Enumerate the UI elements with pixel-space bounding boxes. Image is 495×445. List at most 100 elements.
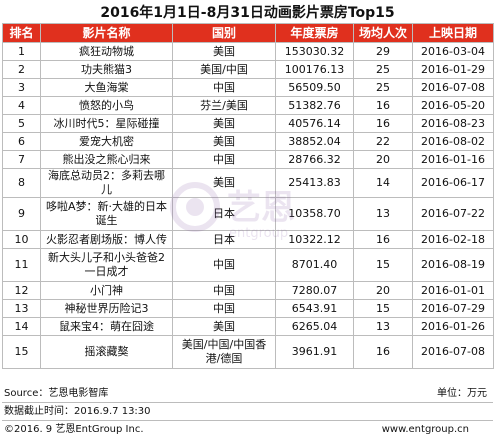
cell-title: 疯狂动物城 [40,42,173,61]
cell-country: 美国 [172,42,276,61]
cell-country: 芬兰/美国 [172,96,276,115]
cell-country: 美国 [172,114,276,133]
cell-release-date: 2016-07-08 [412,335,494,369]
cell-title: 熊出没之熊心归来 [40,150,173,169]
table-row: 1 疯狂动物城 美国 153030.32 29 2016-03-04 [2,42,494,61]
unit-note: 单位：万元 [437,388,487,399]
cell-country: 美国 [172,168,276,198]
column-header-rank: 排名 [2,23,41,43]
cell-country: 日本 [172,197,276,231]
cell-rank: 15 [2,335,41,369]
cell-rank: 9 [2,197,41,231]
table-header-row: 排名 影片名称 国别 年度票房 场均人次 上映日期 [2,23,494,43]
cell-avg-attendance: 29 [353,42,413,61]
table-row: 12 小门神 中国 7280.07 20 2016-01-01 [2,281,494,300]
cell-title: 大鱼海棠 [40,78,173,97]
footer-divider [2,420,493,421]
cell-rank: 7 [2,150,41,169]
cell-avg-attendance: 16 [353,230,413,249]
data-cutoff-note: 数据截止时间：2016.9.7 13:30 [4,406,151,417]
cell-box-office: 3961.91 [275,335,354,369]
cell-release-date: 2016-06-17 [412,168,494,198]
cell-box-office: 51382.76 [275,96,354,115]
table-row: 4 愤怒的小鸟 芬兰/美国 51382.76 16 2016-05-20 [2,96,494,115]
cell-title: 爱宠大机密 [40,132,173,151]
cell-country: 中国 [172,150,276,169]
cell-box-office: 40576.14 [275,114,354,133]
cell-avg-attendance: 15 [353,248,413,282]
footer-divider [2,402,493,403]
cell-title: 冰川时代5：星际碰撞 [40,114,173,133]
cell-box-office: 10322.12 [275,230,354,249]
table-row: 7 熊出没之熊心归来 中国 28766.32 20 2016-01-16 [2,150,494,169]
source-note: Source：艺恩电影智库 [4,388,109,399]
cell-avg-attendance: 22 [353,132,413,151]
cell-title: 神秘世界历险记3 [40,299,173,318]
cell-country: 中国 [172,281,276,300]
table-row: 11 新大头儿子和小头爸爸2一日成才 中国 8701.40 15 2016-08-19 [2,248,494,282]
cell-rank: 10 [2,230,41,249]
cell-rank: 13 [2,299,41,318]
cell-avg-attendance: 16 [353,335,413,369]
cell-release-date: 2016-01-01 [412,281,494,300]
column-header-avg-attendance: 场均人次 [353,23,413,43]
table-row: 6 爱宠大机密 美国 38852.04 22 2016-08-02 [2,132,494,151]
table-title: 2016年1月1日-8月31日动画影片票房Top15 [100,5,395,21]
cell-title: 新大头儿子和小头爸爸2一日成才 [40,248,173,282]
cell-avg-attendance: 16 [353,96,413,115]
cell-box-office: 25413.83 [275,168,354,198]
cell-avg-attendance: 14 [353,168,413,198]
cell-box-office: 7280.07 [275,281,354,300]
table-row: 8 海底总动员2：多莉去哪儿 美国 25413.83 14 2016-06-17 [2,168,494,198]
table-row: 15 摇滚藏獒 美国/中国/中国香港/德国 3961.91 16 2016-07-08 [2,335,494,369]
cell-box-office: 38852.04 [275,132,354,151]
cell-avg-attendance: 25 [353,60,413,79]
cell-box-office: 6543.91 [275,299,354,318]
cell-rank: 3 [2,78,41,97]
cell-title: 摇滚藏獒 [40,335,173,369]
cell-country: 美国 [172,317,276,336]
column-header-title: 影片名称 [40,23,173,43]
cell-box-office: 56509.50 [275,78,354,97]
cell-title: 哆啦A梦：新·大雄的日本诞生 [40,197,173,231]
cell-release-date: 2016-07-22 [412,197,494,231]
cell-avg-attendance: 20 [353,281,413,300]
cell-box-office: 6265.04 [275,317,354,336]
cell-release-date: 2016-01-16 [412,150,494,169]
cell-avg-attendance: 13 [353,197,413,231]
cell-title: 海底总动员2：多莉去哪儿 [40,168,173,198]
box-office-table: 排名 影片名称 国别 年度票房 场均人次 上映日期 1 疯狂动物城 美国 153030… [2,23,494,369]
cell-avg-attendance: 25 [353,78,413,97]
cell-title: 小门神 [40,281,173,300]
cell-country: 中国 [172,78,276,97]
cell-release-date: 2016-02-18 [412,230,494,249]
cell-box-office: 100176.13 [275,60,354,79]
copyright-note: ©2016. 9 艺恩EntGroup Inc. [4,424,144,435]
cell-box-office: 8701.40 [275,248,354,282]
cell-rank: 1 [2,42,41,61]
cell-release-date: 2016-01-26 [412,317,494,336]
cell-rank: 14 [2,317,41,336]
cell-title: 鼠来宝4：萌在囧途 [40,317,173,336]
cell-release-date: 2016-07-08 [412,78,494,97]
table-row: 13 神秘世界历险记3 中国 6543.91 15 2016-07-29 [2,299,494,318]
cell-country: 日本 [172,230,276,249]
cell-rank: 8 [2,168,41,198]
cell-country: 美国/中国/中国香港/德国 [172,335,276,369]
table-row: 10 火影忍者剧场版：博人传 日本 10322.12 16 2016-02-18 [2,230,494,249]
cell-avg-attendance: 15 [353,299,413,318]
cell-rank: 5 [2,114,41,133]
cell-country: 中国 [172,248,276,282]
cell-release-date: 2016-08-23 [412,114,494,133]
cell-avg-attendance: 20 [353,150,413,169]
cell-country: 美国/中国 [172,60,276,79]
cell-title: 功夫熊猫3 [40,60,173,79]
table-row: 14 鼠来宝4：萌在囧途 美国 6265.04 13 2016-01-26 [2,317,494,336]
cell-title: 愤怒的小鸟 [40,96,173,115]
cell-rank: 4 [2,96,41,115]
cell-avg-attendance: 16 [353,114,413,133]
cell-release-date: 2016-07-29 [412,299,494,318]
cell-box-office: 28766.32 [275,150,354,169]
cell-release-date: 2016-03-04 [412,42,494,61]
table-row: 2 功夫熊猫3 美国/中国 100176.13 25 2016-01-29 [2,60,494,79]
